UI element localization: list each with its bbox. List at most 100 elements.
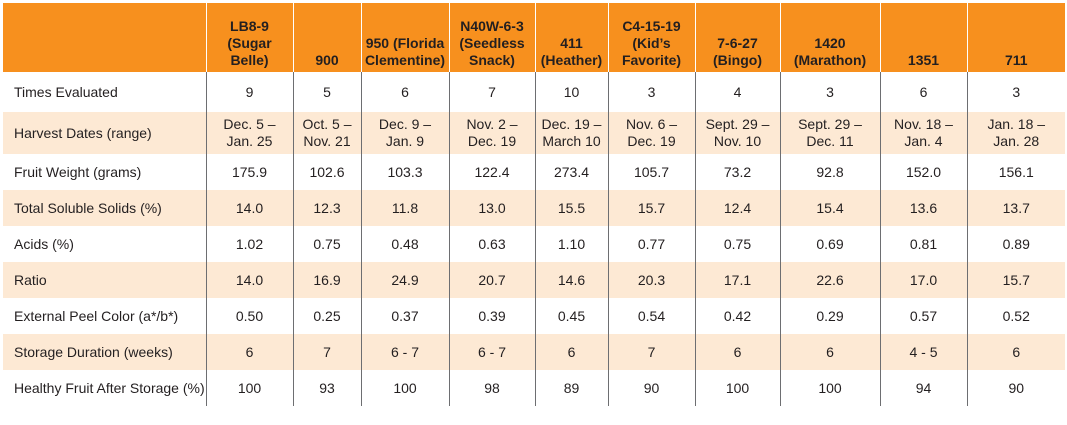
table-cell: 15.5 — [534, 190, 608, 226]
table-row: Fruit Weight (grams) 175.9 102.6 103.3 1… — [3, 154, 1065, 190]
table-cell: 156.1 — [966, 154, 1065, 190]
column-header: 711 — [966, 3, 1065, 72]
table-cell: Sept. 29 – Dec. 11 — [779, 112, 880, 154]
table-cell: 13.7 — [966, 190, 1065, 226]
table-cell: 3 — [779, 72, 880, 112]
table-cell: Nov. 18 – Jan. 4 — [879, 112, 967, 154]
table-cell: 14.0 — [205, 190, 293, 226]
row-label: Times Evaluated — [14, 84, 118, 100]
table-row: Harvest Dates (range) Dec. 5 – Jan. 25 O… — [3, 112, 1065, 154]
table-cell: 90 — [966, 370, 1065, 406]
table-cell: 17.0 — [879, 262, 967, 298]
table-row: Storage Duration (weeks) 6 7 6 - 7 6 - 7… — [3, 334, 1065, 370]
table-cell: 3 — [966, 72, 1065, 112]
table-cell: 6 - 7 — [360, 334, 449, 370]
column-header: 411 (Heather) — [534, 3, 608, 72]
table-cell: 0.45 — [534, 298, 608, 334]
table-row: External Peel Color (a*/b*) 0.50 0.25 0.… — [3, 298, 1065, 334]
table-cell: 6 — [360, 72, 449, 112]
column-header: N40W-6-3 (Seedless Snack) — [448, 3, 535, 72]
table-cell: 0.57 — [879, 298, 967, 334]
table-cell: 0.50 — [205, 298, 293, 334]
table-cell: 0.75 — [292, 226, 361, 262]
table-cell: 100 — [205, 370, 293, 406]
table-cell: 4 - 5 — [879, 334, 967, 370]
cultivar-comparison-table: LB8-9 (Sugar Belle) 900 950 (Florida Cle… — [3, 3, 1065, 406]
table-cell: 90 — [607, 370, 695, 406]
table-cell: 94 — [879, 370, 967, 406]
table-cell: 13.0 — [448, 190, 535, 226]
table-cell: 100 — [360, 370, 449, 406]
table-cell: 0.63 — [448, 226, 535, 262]
table-cell: 273.4 — [534, 154, 608, 190]
table-cell: 6 — [694, 334, 780, 370]
row-label: External Peel Color (a*/b*) — [14, 308, 179, 324]
table-cell: 5 — [292, 72, 361, 112]
table-cell: 0.52 — [966, 298, 1065, 334]
table-cell: 6 — [779, 334, 880, 370]
table-cell: 0.37 — [360, 298, 449, 334]
table-cell: Dec. 19 – March 10 — [534, 112, 608, 154]
table-cell: 24.9 — [360, 262, 449, 298]
column-header: C4-15-19 (Kid’s Favorite) — [607, 3, 695, 72]
table-cell: 1.02 — [205, 226, 293, 262]
table-cell: 0.54 — [607, 298, 695, 334]
table-cell: 1.10 — [534, 226, 608, 262]
column-header: LB8-9 (Sugar Belle) — [205, 3, 293, 72]
table-cell: 12.4 — [694, 190, 780, 226]
table-cell: 6 — [205, 334, 293, 370]
table-row: Ratio 14.0 16.9 24.9 20.7 14.6 20.3 17.1… — [3, 262, 1065, 298]
table-cell: 0.81 — [879, 226, 967, 262]
table-cell: 6 — [966, 334, 1065, 370]
table-cell: Nov. 6 – Dec. 19 — [607, 112, 695, 154]
table-cell: 14.6 — [534, 262, 608, 298]
column-header: 7-6-27 (Bingo) — [694, 3, 780, 72]
table-cell: 92.8 — [779, 154, 880, 190]
table-cell: 89 — [534, 370, 608, 406]
table-cell: 0.42 — [694, 298, 780, 334]
table-cell: Oct. 5 – Nov. 21 — [292, 112, 361, 154]
table-row: Acids (%) 1.02 0.75 0.48 0.63 1.10 0.77 … — [3, 226, 1065, 262]
row-label: Total Soluble Solids (%) — [3, 190, 206, 226]
table-cell: Dec. 9 – Jan. 9 — [360, 112, 449, 154]
table-cell: 0.48 — [360, 226, 449, 262]
table-cell: Sept. 29 – Nov. 10 — [694, 112, 780, 154]
table-cell: 0.29 — [779, 298, 880, 334]
table-cell: 0.77 — [607, 226, 695, 262]
table-cell: 93 — [292, 370, 361, 406]
table-cell: 6 — [879, 72, 967, 112]
table-cell: 175.9 — [205, 154, 293, 190]
table-cell: 0.75 — [694, 226, 780, 262]
table-cell: 20.3 — [607, 262, 695, 298]
column-header: 950 (Florida Clementine) — [360, 3, 449, 72]
table-cell: 3 — [607, 72, 695, 112]
table-cell: 0.25 — [292, 298, 361, 334]
table-cell: 22.6 — [779, 262, 880, 298]
table-cell: Dec. 5 – Jan. 25 — [205, 112, 293, 154]
table-row: Total Soluble Solids (%) 14.0 12.3 11.8 … — [3, 190, 1065, 226]
table-cell: 16.9 — [292, 262, 361, 298]
column-header: 900 — [292, 3, 361, 72]
table-cell: 7 — [292, 334, 361, 370]
header-row: LB8-9 (Sugar Belle) 900 950 (Florida Cle… — [3, 3, 1065, 72]
table-cell: 105.7 — [607, 154, 695, 190]
table-cell: 11.8 — [360, 190, 449, 226]
row-label: Fruit Weight (grams) — [14, 164, 142, 180]
table-cell: 0.69 — [779, 226, 880, 262]
table-cell: Nov. 2 – Dec. 19 — [448, 112, 535, 154]
table-cell: 6 — [534, 334, 608, 370]
table-cell: 7 — [448, 72, 535, 112]
table-cell: 6 - 7 — [448, 334, 535, 370]
table-cell: 17.1 — [694, 262, 780, 298]
table-cell: 100 — [779, 370, 880, 406]
table-cell: 4 — [694, 72, 780, 112]
table-cell: 7 — [607, 334, 695, 370]
table-cell: 15.7 — [966, 262, 1065, 298]
table-cell: 0.89 — [966, 226, 1065, 262]
row-label: Healthy Fruit After Storage (%) — [14, 380, 205, 396]
row-label: Ratio — [3, 262, 206, 298]
table-cell: 122.4 — [448, 154, 535, 190]
table-cell: 12.3 — [292, 190, 361, 226]
table-cell: 10 — [534, 72, 608, 112]
table-cell: Jan. 18 – Jan. 28 — [966, 112, 1065, 154]
